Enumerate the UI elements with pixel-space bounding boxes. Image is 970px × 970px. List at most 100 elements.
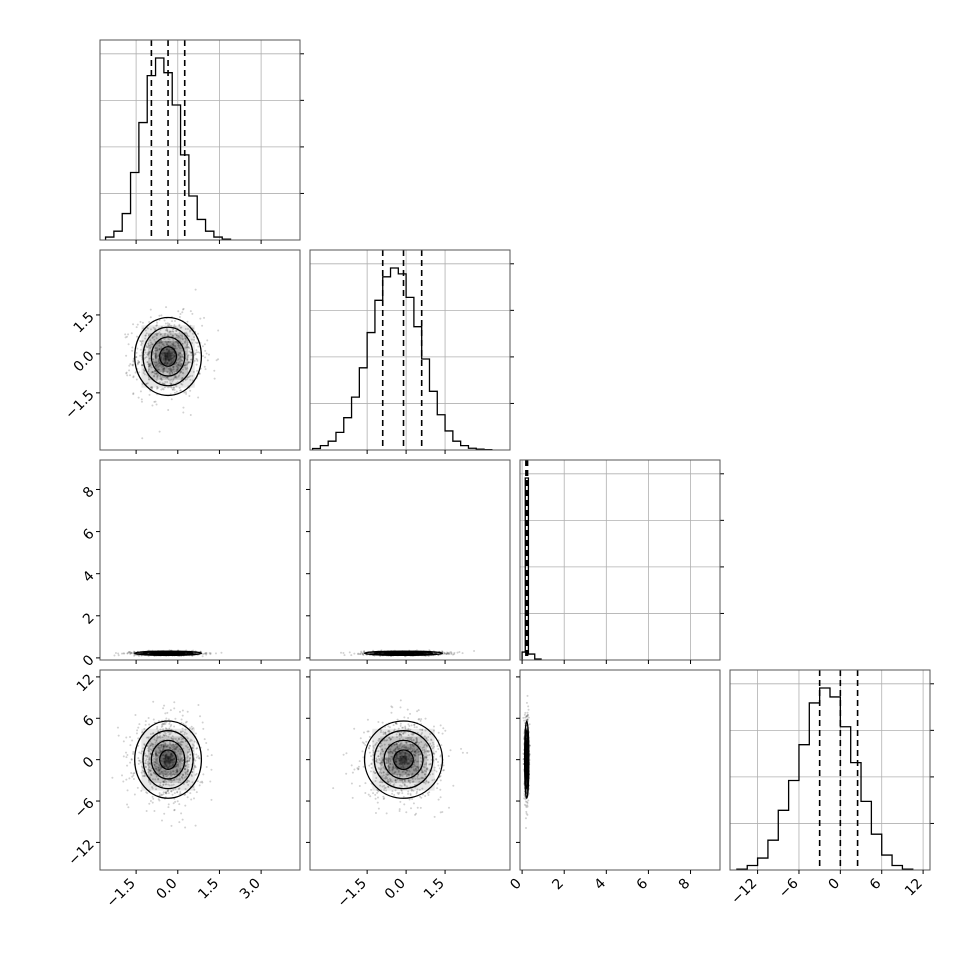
sample-point [187, 361, 190, 364]
sample-point [166, 329, 169, 332]
sample-point [166, 322, 169, 325]
sample-point [395, 742, 398, 745]
sample-point [174, 746, 177, 749]
sample-point [205, 651, 208, 654]
sample-point [163, 759, 166, 762]
sample-point [410, 807, 413, 810]
sample-point [177, 375, 180, 378]
sample-point [162, 352, 165, 355]
sample-point [398, 733, 401, 736]
sample-point [394, 778, 397, 781]
sample-point [143, 743, 146, 746]
sample-point [524, 800, 527, 803]
sample-point [442, 764, 445, 767]
sample-point [358, 760, 361, 763]
sample-point [167, 757, 170, 760]
sample-point [162, 746, 165, 749]
sample-point [146, 762, 149, 765]
sample-point [166, 766, 169, 769]
sample-point [155, 352, 158, 355]
sample-point [172, 344, 175, 347]
sample-point [156, 375, 159, 378]
sample-point [151, 732, 154, 735]
sample-point [178, 748, 181, 751]
sample-point [163, 351, 166, 354]
sample-point [207, 353, 210, 356]
sample-point [168, 369, 171, 372]
sample-point [388, 736, 391, 739]
sample-point [389, 779, 392, 782]
sample-point [407, 761, 410, 764]
sample-point [153, 370, 156, 373]
sample-point [379, 745, 382, 748]
sample-point [180, 750, 183, 753]
sample-point [174, 800, 177, 803]
sample-point [148, 363, 151, 366]
sample-point [152, 761, 155, 764]
sample-point [401, 781, 404, 784]
sample-point [176, 770, 179, 773]
sample-point [422, 781, 425, 784]
sample-point [176, 336, 179, 339]
sample-point [164, 770, 167, 773]
sample-point [150, 744, 153, 747]
sample-point [147, 768, 150, 771]
sample-point [148, 357, 151, 360]
sample-point [393, 783, 396, 786]
sample-point [146, 382, 149, 385]
sample-point [170, 378, 173, 381]
sample-point [132, 778, 135, 781]
sample-point [181, 355, 184, 358]
sample-point [375, 760, 378, 763]
sample-point [162, 780, 165, 783]
sample-point [420, 760, 423, 763]
sample-point [394, 770, 397, 773]
sample-point [131, 739, 134, 742]
sample-point [128, 374, 131, 377]
sample-point [185, 781, 188, 784]
sample-point [159, 333, 162, 336]
sample-point [177, 762, 180, 765]
sample-point [158, 348, 161, 351]
sample-point [525, 728, 528, 731]
sample-point [162, 349, 165, 352]
sample-point [411, 733, 414, 736]
sample-point [162, 358, 165, 361]
sample-point [172, 353, 175, 356]
sample-point [179, 358, 182, 361]
sample-point [179, 352, 182, 355]
sample-point [184, 328, 187, 331]
sample-point [168, 354, 171, 357]
sample-point [426, 739, 429, 742]
sample-point [171, 371, 174, 374]
sample-point [415, 741, 418, 744]
sample-point [149, 344, 152, 347]
sample-point [176, 770, 179, 773]
sample-point [175, 748, 178, 751]
sample-point [398, 808, 401, 811]
sample-point [180, 718, 183, 721]
sample-point [429, 742, 432, 745]
sample-point [168, 763, 171, 766]
sample-point [156, 762, 159, 765]
sample-point [168, 373, 171, 376]
sample-point [158, 792, 161, 795]
sample-point [419, 756, 422, 759]
sample-point [181, 342, 184, 345]
sample-point [387, 778, 390, 781]
sample-point [161, 794, 164, 797]
sample-point [191, 771, 194, 774]
sample-point [177, 364, 180, 367]
sample-point [422, 746, 425, 749]
sample-point [401, 745, 404, 748]
sample-point [169, 732, 172, 735]
sample-point [173, 748, 176, 751]
sample-point [158, 799, 161, 802]
sample-point [415, 766, 418, 769]
sample-point [409, 779, 412, 782]
sample-point [173, 757, 176, 760]
sample-point [375, 760, 378, 763]
sample-point [169, 759, 172, 762]
sample-point [165, 355, 168, 358]
sample-point [153, 757, 156, 760]
